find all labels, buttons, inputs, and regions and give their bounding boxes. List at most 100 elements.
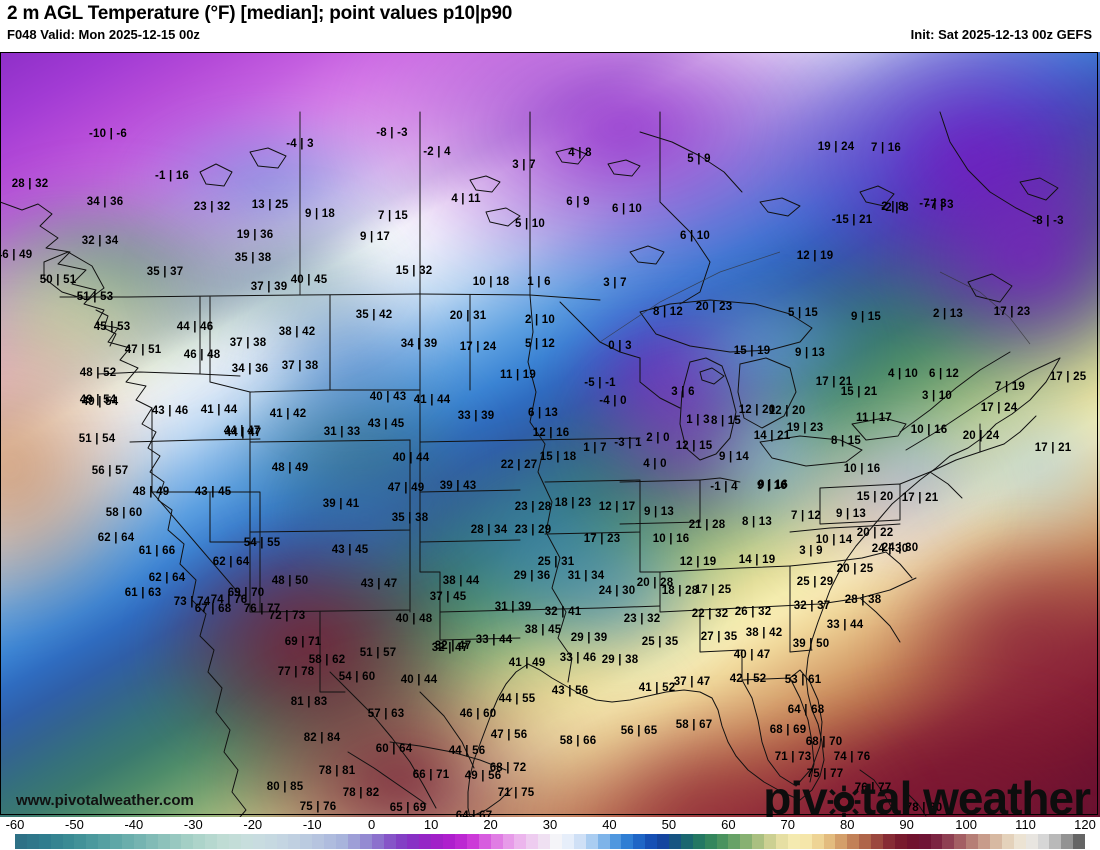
point-value-label: 57 | 63: [367, 708, 405, 720]
point-value-label: 10 | 16: [910, 424, 948, 436]
point-value-label: 51 | 57: [359, 647, 397, 659]
colorbar-swatch: [990, 834, 1002, 849]
colorbar-tick-label: 110: [1015, 817, 1036, 832]
point-value-label: -4 | 3: [286, 138, 314, 150]
point-value-label: -2 | 8: [881, 202, 909, 214]
point-value-label: 43 | 56: [551, 685, 589, 697]
colorbar-swatch: [918, 834, 931, 849]
point-value-label: 64 | 68: [787, 704, 825, 716]
colorbar-tick-label: 60: [721, 817, 736, 832]
point-value-label: 9 | 13: [795, 347, 825, 359]
colorbar-tick-label: 80: [839, 817, 855, 832]
point-value-label: 61 | 63: [124, 587, 162, 599]
point-value-label: 38 | 44: [442, 575, 480, 587]
colorbar-swatch: [835, 834, 848, 849]
colorbar-swatch: [50, 834, 63, 849]
point-value-label: 71 | 73: [774, 751, 812, 763]
point-value-label: 44 | 56: [448, 745, 486, 757]
point-value-label: 58 | 66: [559, 735, 597, 747]
colorbar-swatch: [526, 834, 539, 849]
point-value-label: 12 | 19: [796, 250, 834, 262]
point-value-label: 29 | 36: [513, 570, 551, 582]
point-value-label: 17 | 21: [901, 492, 939, 504]
colorbar-swatch: [514, 834, 527, 849]
colorbar-tick-label: 40: [602, 817, 617, 832]
point-value-label: 81 | 83: [290, 696, 328, 708]
point-value-label: 5 | 9: [687, 153, 711, 165]
point-value-label: -1 | 16: [154, 170, 190, 182]
point-value-label: 38 | 45: [524, 624, 562, 636]
colorbar-gradient[interactable]: [15, 834, 1086, 849]
point-value-label: 2 | 0: [646, 432, 670, 444]
point-value-label: 15 | 32: [395, 265, 433, 277]
point-value-label: 62 | 64: [212, 556, 250, 568]
colorbar-tick-label: -10: [302, 817, 322, 832]
point-value-label: 75 | 76: [299, 801, 337, 813]
point-value-label: 43 | 45: [367, 418, 405, 430]
site-url-watermark: www.pivotalweather.com: [16, 792, 194, 809]
point-value-label: 53 | 61: [784, 674, 822, 686]
colorbar-tick-label: -60: [5, 817, 25, 832]
colorbar-tick-label: 10: [423, 817, 439, 832]
point-value-label: 72 | 73: [268, 610, 306, 622]
point-value-label: 31 | 33: [323, 426, 361, 438]
map-header: 2 m AGL Temperature (°F) [median]; point…: [0, 0, 1100, 52]
point-value-label: 15 | 20: [856, 491, 894, 503]
point-value-label: 20 | 23: [695, 301, 733, 313]
point-value-label: 62 | 64: [97, 532, 135, 544]
point-value-label: 15 | 21: [840, 386, 878, 398]
point-value-label: 9 | 17: [360, 231, 390, 243]
point-value-label: 17 | 23: [993, 306, 1031, 318]
colorbar-swatch: [62, 834, 75, 849]
temperature-map[interactable]: -10 | -6 -4 | 3 -8 | -3 -2 | 4 3 | 7 4 | 8 5 |…: [0, 52, 1100, 817]
point-value-label: 64 | 67: [455, 810, 493, 817]
point-value-label: 22 | 27: [500, 459, 538, 471]
point-value-label: 4 | 8: [568, 147, 592, 159]
point-value-label: 14 | 19: [738, 554, 776, 566]
point-value-label: 48 | 50: [271, 575, 309, 587]
colorbar-swatch: [110, 834, 123, 849]
point-value-label: 14 | 21: [753, 430, 791, 442]
point-value-label: -8 | -3: [376, 127, 408, 139]
point-value-label: -7 | 3: [926, 199, 954, 211]
point-value-label: 80 | 85: [266, 781, 304, 793]
point-value-label: 49 | 54: [81, 396, 119, 408]
colorbar-swatch: [454, 834, 467, 849]
point-value-label: 8 | 12: [653, 306, 683, 318]
point-value-label: 48 | 49: [132, 486, 170, 498]
point-value-label: 37 | 38: [229, 337, 267, 349]
point-value-label: 49 | 56: [464, 770, 502, 782]
colorbar-swatch: [478, 834, 491, 849]
point-value-label: 17 | 24: [980, 402, 1018, 414]
point-value-label: 9 | 16: [758, 479, 788, 491]
colorbar-tick-label: -20: [243, 817, 263, 832]
point-value-label: 12 | 17: [598, 501, 636, 513]
point-value-label: 69 | 70: [227, 587, 265, 599]
point-value-label: 6 | 10: [612, 203, 642, 215]
point-value-label: 76 | 77: [243, 603, 281, 615]
colorbar-swatch: [692, 834, 705, 849]
point-value-label: 22 | 32: [691, 608, 729, 620]
point-value-label: 17 | 25: [1049, 371, 1087, 383]
page-title: 2 m AGL Temperature (°F) [median]; point…: [7, 3, 513, 24]
colorbar-swatch: [145, 834, 158, 849]
colorbar-swatch: [383, 834, 396, 849]
point-value-label: 12 | 15: [675, 440, 713, 452]
point-value-label: 32 | 37: [793, 600, 831, 612]
point-value-label: 54 | 60: [338, 671, 376, 683]
point-value-label: 56 | 57: [91, 465, 129, 477]
point-value-label: 50 | 51: [39, 274, 77, 286]
colorbar-swatch: [871, 834, 884, 849]
point-value-label: 78 | 81: [318, 765, 356, 777]
colorbar-swatch: [371, 834, 384, 849]
point-value-label: 58 | 67: [675, 719, 713, 731]
point-value-label: 37 | 39: [250, 281, 288, 293]
point-value-label: 18 | 23: [554, 497, 592, 509]
point-value-label: 29 | 39: [570, 632, 608, 644]
colorbar-swatch: [1025, 834, 1038, 849]
point-value-label: 58 | 62: [308, 654, 346, 666]
point-value-label: 78 | 82: [342, 787, 380, 799]
point-value-label: -1 | 4: [710, 481, 738, 493]
point-value-label: 35 | 38: [234, 252, 272, 264]
point-value-label: 74 | 76: [833, 751, 871, 763]
